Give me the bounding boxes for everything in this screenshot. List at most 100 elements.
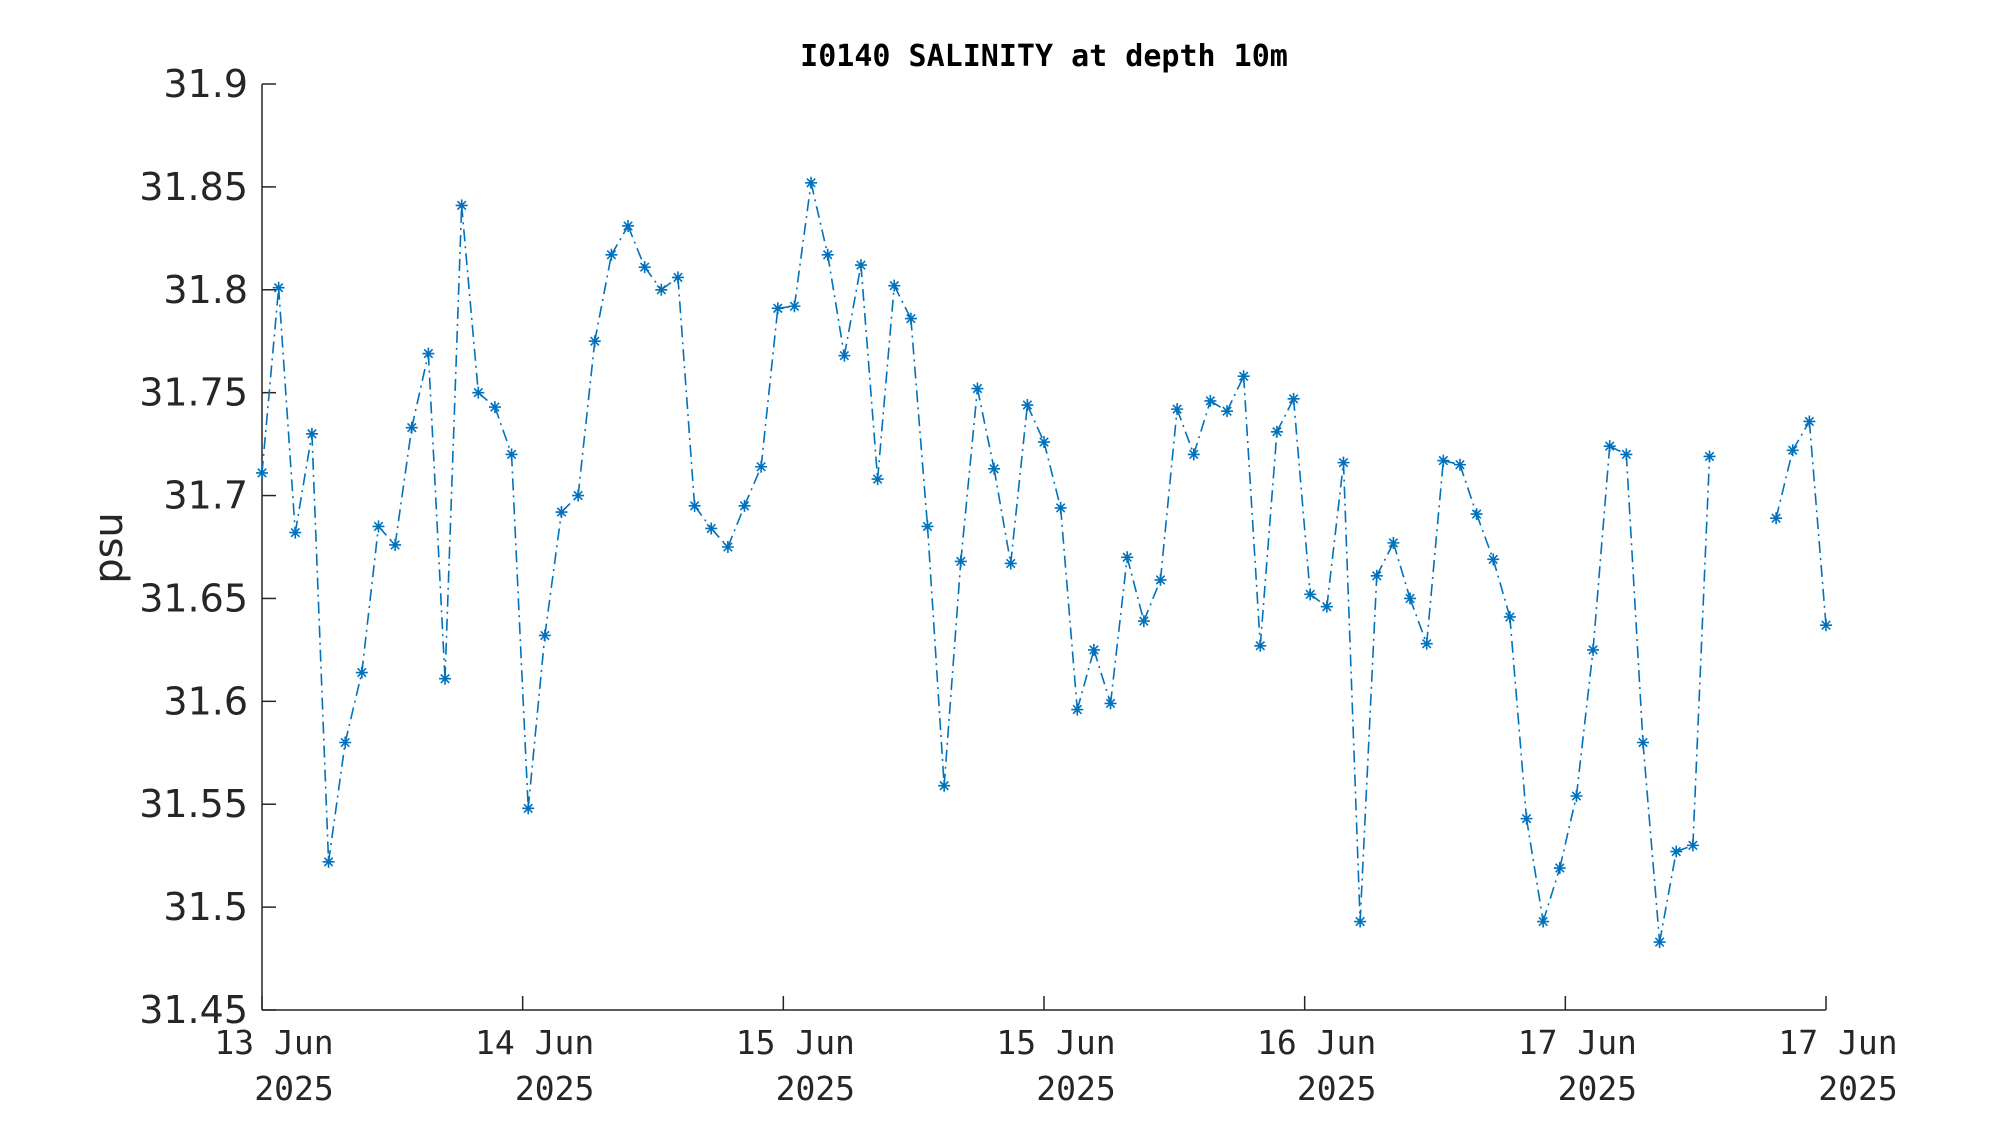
data-point	[588, 335, 601, 348]
series-line-segment	[1043, 441, 1062, 509]
y-tick-label: 31.45	[139, 988, 248, 1032]
data-point	[389, 538, 402, 551]
data-point	[1387, 536, 1400, 549]
data-point	[605, 248, 618, 261]
series-line-segment	[893, 285, 912, 319]
y-tick-label: 31.65	[139, 576, 248, 620]
series-line-segment	[743, 466, 762, 507]
series-line-segment	[677, 277, 696, 506]
data-point	[1487, 553, 1500, 566]
data-point	[1021, 399, 1034, 412]
series-line-segment	[1625, 454, 1644, 743]
data-point	[1237, 370, 1250, 383]
data-point	[788, 300, 801, 313]
data-point	[1587, 643, 1600, 656]
series-line-segment	[1109, 557, 1128, 704]
series-line-segment	[1159, 409, 1178, 581]
series-line-segment	[1475, 513, 1494, 560]
series-line-segment	[311, 433, 330, 862]
data-point	[538, 629, 551, 642]
series-line-segment	[1642, 742, 1661, 943]
x-tick-label: 13 Jun	[214, 1023, 333, 1062]
x-tick-label-year: 2025	[776, 1069, 855, 1108]
data-point	[1437, 454, 1450, 467]
series-line-segment	[727, 505, 746, 548]
data-point	[1670, 845, 1683, 858]
x-tick-label-year: 2025	[1036, 1069, 1115, 1108]
x-tick-label: 14 Jun	[475, 1023, 594, 1062]
series-line-segment	[1009, 404, 1029, 564]
series-line-segment	[1692, 456, 1711, 846]
data-point	[1121, 551, 1134, 564]
data-point	[422, 347, 435, 360]
data-point	[1420, 637, 1433, 650]
data-point	[372, 520, 385, 533]
data-point	[954, 555, 967, 568]
data-point	[1320, 600, 1333, 613]
data-point	[1703, 450, 1716, 463]
series-line-segment	[993, 468, 1012, 564]
data-point	[522, 802, 535, 815]
data-point	[971, 382, 984, 395]
data-point	[1470, 508, 1483, 521]
data-point	[1537, 915, 1550, 928]
series-line-segment	[1126, 557, 1145, 622]
data-point	[1104, 697, 1117, 710]
data-point	[705, 522, 718, 535]
data-point	[738, 499, 751, 512]
data-point	[1254, 639, 1267, 652]
x-tick-label-year: 2025	[254, 1069, 333, 1108]
y-axis-label: psu	[86, 512, 132, 584]
x-tick-label: 17 Jun	[1518, 1023, 1637, 1062]
data-point	[1620, 448, 1633, 461]
series-line-segment	[926, 526, 945, 786]
series-line-segment	[976, 388, 995, 469]
data-point	[1770, 512, 1783, 525]
series-line-segment	[1359, 575, 1378, 922]
series-line-segment	[460, 205, 480, 393]
x-tick-label: 15 Jun	[736, 1023, 855, 1062]
data-point	[555, 506, 568, 519]
series-line-segment	[610, 225, 629, 256]
data-point	[572, 489, 585, 502]
series-line-segment	[1076, 649, 1095, 710]
data-point	[1004, 557, 1017, 570]
data-point	[821, 248, 834, 261]
data-point	[1570, 789, 1583, 802]
series-line-segment	[1276, 398, 1295, 433]
series-line-segment	[444, 205, 463, 679]
data-point	[1820, 619, 1832, 632]
x-tick-label-year: 2025	[515, 1069, 594, 1108]
series-line-segment	[1492, 559, 1511, 618]
data-point	[1803, 415, 1816, 428]
y-tick-label: 31.5	[163, 885, 248, 929]
data-point	[1404, 592, 1417, 605]
series-line-segment	[1609, 445, 1627, 456]
data-point	[1054, 501, 1067, 514]
series-line-segment	[1525, 818, 1544, 922]
series-line-segment	[1342, 462, 1361, 922]
data-point	[289, 526, 302, 539]
series-line-segment	[344, 672, 363, 743]
series-line-segment	[593, 254, 613, 342]
y-ticks: 31.45 31.5 31.55 31.6 31.65 31.7 31.75 31.8 31.8…	[139, 62, 276, 1032]
data-point	[1137, 615, 1150, 628]
data-point	[771, 302, 784, 315]
data-point	[256, 466, 268, 479]
series-line-segment	[1459, 464, 1478, 515]
data-point	[339, 736, 352, 749]
series-line-segment	[1775, 450, 1794, 519]
data-point	[472, 386, 485, 399]
data-point	[904, 312, 917, 325]
data-point	[871, 473, 884, 486]
series-line-segment	[876, 285, 896, 480]
data-point	[1636, 736, 1649, 749]
series-line-segment	[793, 182, 812, 307]
data-point	[1686, 839, 1699, 852]
data-point	[1520, 812, 1533, 825]
series-line-segment	[1559, 795, 1578, 869]
data-point	[439, 672, 452, 685]
data-point	[1270, 425, 1283, 438]
data-point	[1337, 456, 1350, 469]
